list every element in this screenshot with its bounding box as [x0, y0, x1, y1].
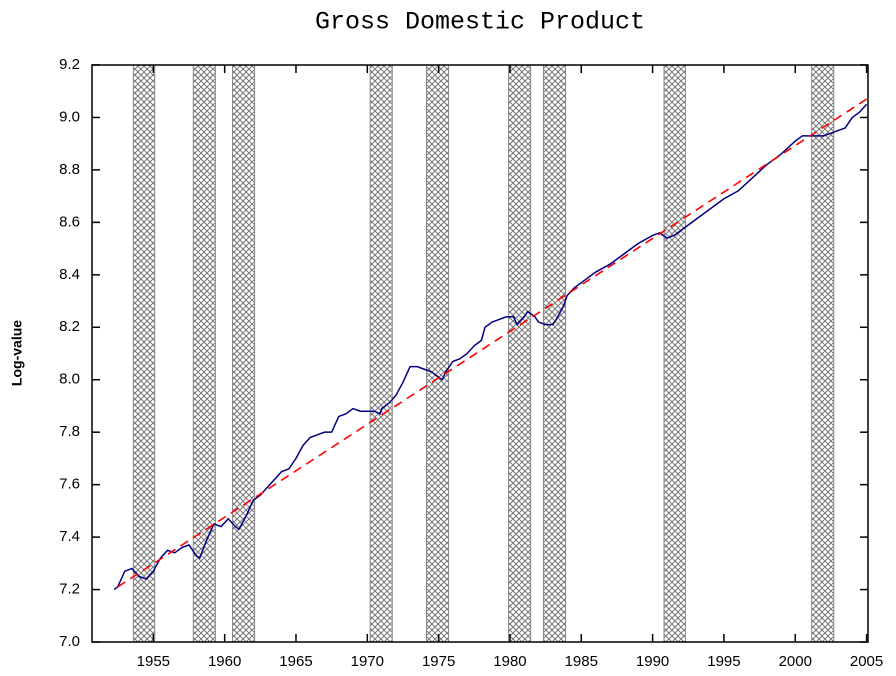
- x-tick-label: 1970: [351, 653, 384, 670]
- y-tick-label: 8.8: [59, 161, 80, 178]
- series-line: [113, 103, 868, 591]
- x-tick-label: 2000: [779, 653, 812, 670]
- y-tick-label: 8.6: [59, 213, 80, 230]
- x-tick-label: 1955: [137, 653, 170, 670]
- chart-title: Gross Domestic Product: [315, 8, 645, 37]
- y-tick-label: 8.2: [59, 318, 80, 335]
- recession-band: [426, 64, 450, 643]
- recession-band: [508, 64, 532, 643]
- y-tick-label: 9.2: [59, 56, 80, 73]
- recession-band: [232, 64, 256, 643]
- y-tick-label: 7.0: [59, 633, 80, 650]
- y-tick-label: 7.6: [59, 476, 80, 493]
- y-tick-label: 8.4: [59, 266, 80, 283]
- recession-band: [663, 64, 686, 643]
- x-tick-label: 1995: [707, 653, 740, 670]
- plot-frame: [91, 64, 869, 643]
- series-line: [117, 98, 868, 588]
- y-tick-label: 9.0: [59, 108, 80, 125]
- recession-band: [542, 64, 567, 643]
- recession-band: [369, 64, 393, 643]
- x-tick-label: 2005: [850, 653, 883, 670]
- y-tick-label: 7.4: [59, 528, 80, 545]
- recession-band: [811, 64, 835, 643]
- y-tick-label: 7.8: [59, 423, 80, 440]
- x-tick-label: 1965: [279, 653, 312, 670]
- x-tick-label: 1980: [493, 653, 526, 670]
- x-tick-label: 1990: [636, 653, 669, 670]
- recession-band: [132, 64, 156, 643]
- x-tick-label: 1975: [422, 653, 455, 670]
- x-tick-label: 1960: [208, 653, 241, 670]
- x-tick-label: 1985: [565, 653, 598, 670]
- y-tick-label: 8.0: [59, 371, 80, 388]
- y-tick-label: 7.2: [59, 581, 80, 598]
- y-axis-label: Log-value: [9, 320, 25, 386]
